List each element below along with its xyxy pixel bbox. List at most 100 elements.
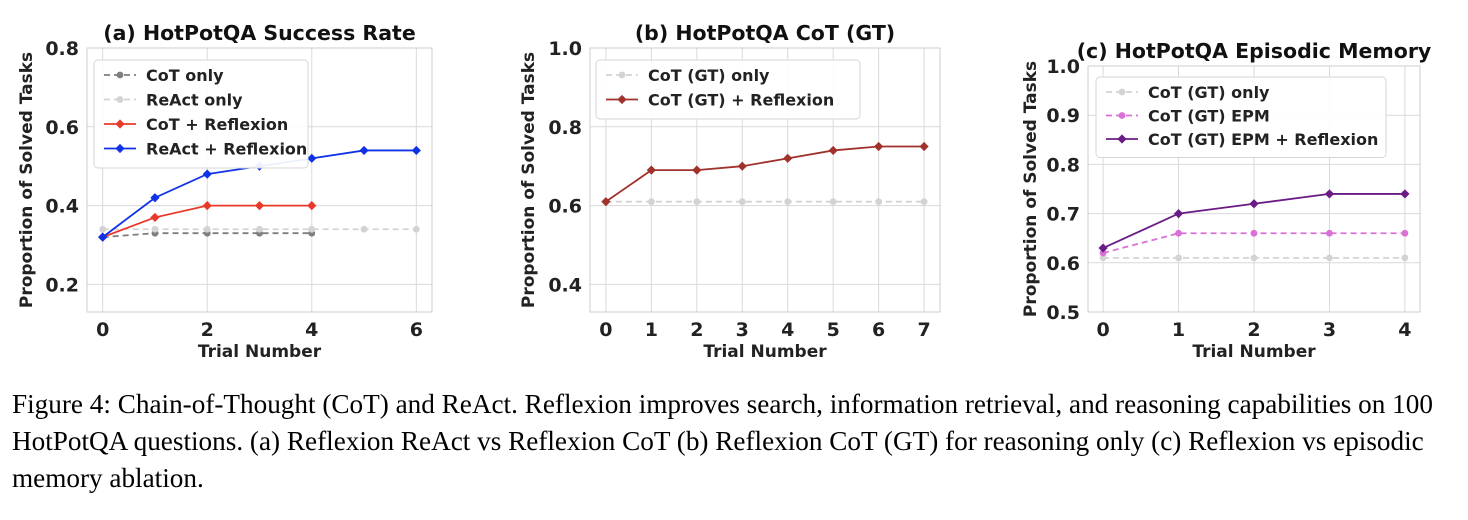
y-axis-label: Proportion of Solved Tasks xyxy=(1021,61,1041,317)
series-1 xyxy=(601,141,929,207)
series-1 xyxy=(1099,229,1409,257)
series-1 xyxy=(99,225,420,233)
series-point xyxy=(737,161,747,171)
series-point xyxy=(203,225,211,233)
y-axis-label: Proportion of Solved Tasks xyxy=(17,52,37,308)
y-tick-label: 0.6 xyxy=(1046,253,1080,275)
legend-label: CoT (GT) EPM + Reflexion xyxy=(1148,130,1378,149)
series-point xyxy=(1250,254,1258,262)
series-point xyxy=(1401,229,1409,237)
x-tick-label: 2 xyxy=(1247,319,1260,341)
chart-1: 0 1 2 3 4 5 6 7 0.4 0.6 0.8 1.0 (b) HotPotQA CoT (GT… xyxy=(519,21,941,362)
x-axis-label: Trial Number xyxy=(703,342,827,362)
series-point xyxy=(115,143,125,154)
legend-label: ReAct only xyxy=(146,91,243,110)
series-point xyxy=(307,201,317,211)
series-2 xyxy=(1098,189,1410,253)
plot-frame xyxy=(1087,65,1421,313)
legend-label: CoT (GT) + Reflexion xyxy=(648,91,834,110)
x-tick-label: 5 xyxy=(827,319,840,341)
series-point xyxy=(601,197,611,207)
series-point xyxy=(618,71,626,79)
chart-2: 0 1 2 3 4 0.5 0.6 0.7 0.8 0.9 1.0(c) HotPotQA Epis… xyxy=(1021,39,1431,362)
chart-0: 0 2 4 6 0.2 0.4 0.6 0.8 (a) HotPotQA Success Rat… xyxy=(17,21,433,362)
legend-label: CoT (GT) EPM xyxy=(1148,107,1270,126)
series-point xyxy=(692,165,702,175)
figure-caption: Figure 4: Chain-of-Thought (CoT) and ReA… xyxy=(12,389,1433,493)
legend-box xyxy=(595,59,861,120)
legend-box xyxy=(1095,76,1387,158)
series-point xyxy=(1099,249,1107,257)
series-point xyxy=(256,225,263,233)
series-point xyxy=(920,198,928,206)
series-point xyxy=(1175,254,1182,262)
series-point xyxy=(307,153,317,163)
x-axis-label: Trial Number xyxy=(1192,342,1316,362)
x-tick-label: 4 xyxy=(1398,319,1411,341)
y-tick-label: 0.4 xyxy=(548,274,582,296)
series-point xyxy=(1250,229,1258,237)
x-tick-label: 4 xyxy=(781,319,794,341)
series-line xyxy=(605,145,925,203)
series-point xyxy=(617,94,627,105)
series-point xyxy=(1400,189,1410,199)
series-point xyxy=(1118,112,1126,119)
x-tick-label: 2 xyxy=(690,319,703,341)
series-0 xyxy=(602,198,928,206)
x-tick-label: 3 xyxy=(736,319,749,341)
chart-title: (b) HotPotQA CoT (GT) xyxy=(635,21,895,45)
series-point xyxy=(1249,199,1259,209)
series-point xyxy=(647,198,655,206)
y-tick-label: 0.8 xyxy=(1046,154,1080,176)
y-tick-label: 1.0 xyxy=(548,38,582,60)
legend-label: CoT + Reflexion xyxy=(146,115,288,134)
chart-title: (c) HotPotQA Episodic Memory xyxy=(1077,39,1432,63)
series-point xyxy=(411,145,421,156)
series-point xyxy=(98,232,108,242)
legend: CoT (GT) only CoT (GT) + Reflexion xyxy=(595,59,861,120)
y-tick-label: 0.5 xyxy=(1046,302,1080,324)
x-tick-label: 0 xyxy=(1096,319,1109,341)
legend: CoT (GT) only CoT (GT) EPM CoT (GT) EPM + … xyxy=(1095,76,1387,158)
series-point xyxy=(829,198,837,206)
series-point xyxy=(919,141,929,152)
x-tick-label: 0 xyxy=(599,319,612,341)
series-point xyxy=(875,198,883,206)
y-tick-label: 0.8 xyxy=(45,38,79,60)
y-tick-label: 1.0 xyxy=(1046,56,1080,78)
y-tick-label: 0.6 xyxy=(45,117,79,139)
series-point xyxy=(359,145,369,156)
series-point xyxy=(151,225,159,233)
y-tick-label: 0.8 xyxy=(548,117,582,139)
series-point xyxy=(1175,229,1182,237)
y-tick-label: 0.9 xyxy=(1046,105,1080,127)
series-point xyxy=(1326,229,1333,237)
y-tick-label: 0.4 xyxy=(45,196,79,218)
series-point xyxy=(1401,254,1409,262)
series-point xyxy=(693,198,701,206)
series-point xyxy=(360,225,368,233)
legend: CoT only ReAct only CoT + Reflexion ReAct +… xyxy=(93,59,309,169)
series-point xyxy=(150,193,160,203)
x-tick-label: 4 xyxy=(305,319,318,341)
series-point xyxy=(1118,88,1126,96)
legend-label: CoT only xyxy=(146,66,224,85)
x-axis-label: Trial Number xyxy=(198,342,322,362)
x-tick-label: 6 xyxy=(872,319,885,341)
series-point xyxy=(1098,243,1108,253)
x-tick-label: 0 xyxy=(96,319,109,341)
series-0 xyxy=(1099,254,1409,262)
series-point xyxy=(254,201,265,211)
series-point xyxy=(116,96,124,103)
legend-label: CoT (GT) only xyxy=(1148,83,1270,102)
series-point xyxy=(1324,189,1335,199)
x-tick-label: 3 xyxy=(1323,319,1336,341)
series-point xyxy=(783,153,793,163)
plot-frame xyxy=(589,47,941,313)
legend-box xyxy=(93,59,309,169)
plot-frame xyxy=(86,47,433,313)
series-point xyxy=(874,141,884,152)
y-tick-label: 0.7 xyxy=(1046,204,1080,226)
series-point xyxy=(1173,209,1184,219)
y-tick-label: 0.6 xyxy=(548,196,582,218)
